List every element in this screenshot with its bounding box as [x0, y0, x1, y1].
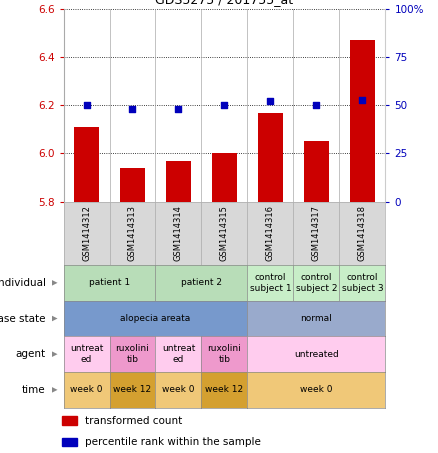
Text: GSM1414312: GSM1414312 [82, 205, 91, 260]
Point [175, 106, 182, 113]
Text: GSM1414313: GSM1414313 [128, 205, 137, 261]
Text: week 12: week 12 [205, 386, 244, 395]
Text: GSM1414318: GSM1414318 [358, 205, 367, 261]
Text: time: time [22, 385, 46, 395]
Point [267, 98, 274, 105]
Text: ruxolini
tib: ruxolini tib [116, 344, 149, 364]
Text: control
subject 3: control subject 3 [342, 273, 383, 293]
Text: untreat
ed: untreat ed [70, 344, 103, 364]
Title: GDS5275 / 201755_at: GDS5275 / 201755_at [155, 0, 293, 6]
Text: transformed count: transformed count [85, 416, 183, 426]
Point [221, 101, 228, 109]
Text: control
subject 2: control subject 2 [296, 273, 337, 293]
Point [359, 96, 366, 103]
Text: disease state: disease state [0, 313, 46, 323]
Bar [258, 112, 283, 202]
Bar [74, 127, 99, 202]
Text: patient 1: patient 1 [89, 278, 130, 287]
Bar [120, 168, 145, 202]
Bar [304, 141, 329, 202]
Bar [350, 40, 375, 202]
Text: GSM1414316: GSM1414316 [266, 205, 275, 261]
Text: GSM1414317: GSM1414317 [312, 205, 321, 261]
Text: normal: normal [300, 314, 332, 323]
Text: patient 2: patient 2 [181, 278, 222, 287]
Text: week 0: week 0 [162, 386, 195, 395]
Point [129, 106, 136, 113]
Text: week 12: week 12 [113, 386, 152, 395]
Bar [212, 154, 237, 202]
Text: agent: agent [16, 349, 46, 359]
Bar [166, 161, 191, 202]
Text: ruxolini
tib: ruxolini tib [208, 344, 241, 364]
Text: percentile rank within the sample: percentile rank within the sample [85, 438, 261, 448]
Text: GSM1414314: GSM1414314 [174, 205, 183, 260]
Point [83, 101, 90, 109]
Text: week 0: week 0 [70, 386, 103, 395]
Point [313, 101, 320, 109]
Text: individual: individual [0, 278, 46, 288]
Text: GSM1414315: GSM1414315 [220, 205, 229, 260]
Text: untreat
ed: untreat ed [162, 344, 195, 364]
Text: control
subject 1: control subject 1 [250, 273, 291, 293]
Bar [61, 438, 77, 447]
Text: alopecia areata: alopecia areata [120, 314, 191, 323]
Bar [61, 416, 77, 425]
Text: week 0: week 0 [300, 386, 333, 395]
Text: untreated: untreated [294, 350, 339, 359]
